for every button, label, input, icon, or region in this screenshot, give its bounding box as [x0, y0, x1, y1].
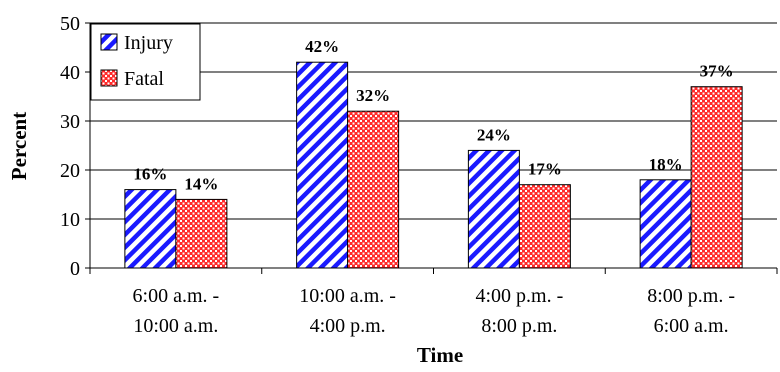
x-category-label: 10:00 a.m. [133, 315, 218, 337]
legend-swatch-injury [100, 33, 118, 51]
y-tick-label: 40 [60, 62, 80, 84]
x-category-label: 8:00 p.m. [481, 315, 557, 337]
bar-injury [296, 61, 349, 269]
x-category-label: 4:00 p.m. - [475, 285, 563, 307]
legend: Injury Fatal [90, 23, 201, 101]
bar-fatal [690, 86, 743, 269]
x-category-label: 8:00 p.m. - [647, 285, 735, 307]
bar-injury [639, 179, 692, 269]
y-tick-label: 20 [60, 160, 80, 182]
bar-injury [467, 149, 520, 269]
y-axis-title: Percent [7, 112, 31, 180]
data-label-fatal: 32% [356, 86, 390, 105]
x-category-label: 4:00 p.m. [310, 315, 386, 337]
y-tick-label: 10 [60, 209, 80, 231]
data-label-injury: 24% [477, 125, 511, 144]
x-category-label: 10:00 a.m. - [299, 285, 396, 307]
data-label-fatal: 14% [184, 174, 218, 193]
legend-label-fatal: Fatal [124, 68, 164, 90]
y-tick-label: 30 [60, 111, 80, 133]
axes: 0 10 20 30 40 50 6:00 a.m. - 10:00 a.m. 10:00 a.… [60, 13, 778, 337]
legend-swatch-fatal [100, 69, 118, 87]
data-label-injury: 16% [133, 165, 167, 184]
legend-label-injury: Injury [124, 32, 173, 54]
bars [124, 61, 743, 269]
data-labels: 16% 14% 42% 32% 24% 17% 18% 37% [133, 37, 733, 193]
x-axis-title: Time [417, 343, 463, 367]
data-label-injury: 18% [649, 155, 683, 174]
data-label-fatal: 17% [528, 160, 562, 179]
y-tick-label: 50 [60, 13, 80, 35]
y-tick-label: 0 [70, 258, 80, 280]
data-label-fatal: 37% [700, 62, 734, 81]
bar-fatal [347, 110, 400, 269]
x-category-label: 6:00 a.m. [654, 315, 729, 337]
bar-fatal [175, 198, 228, 269]
bar-fatal [518, 184, 571, 269]
x-category-label: 6:00 a.m. - [133, 285, 220, 307]
data-label-injury: 42% [305, 37, 339, 56]
bar-injury [124, 189, 177, 269]
